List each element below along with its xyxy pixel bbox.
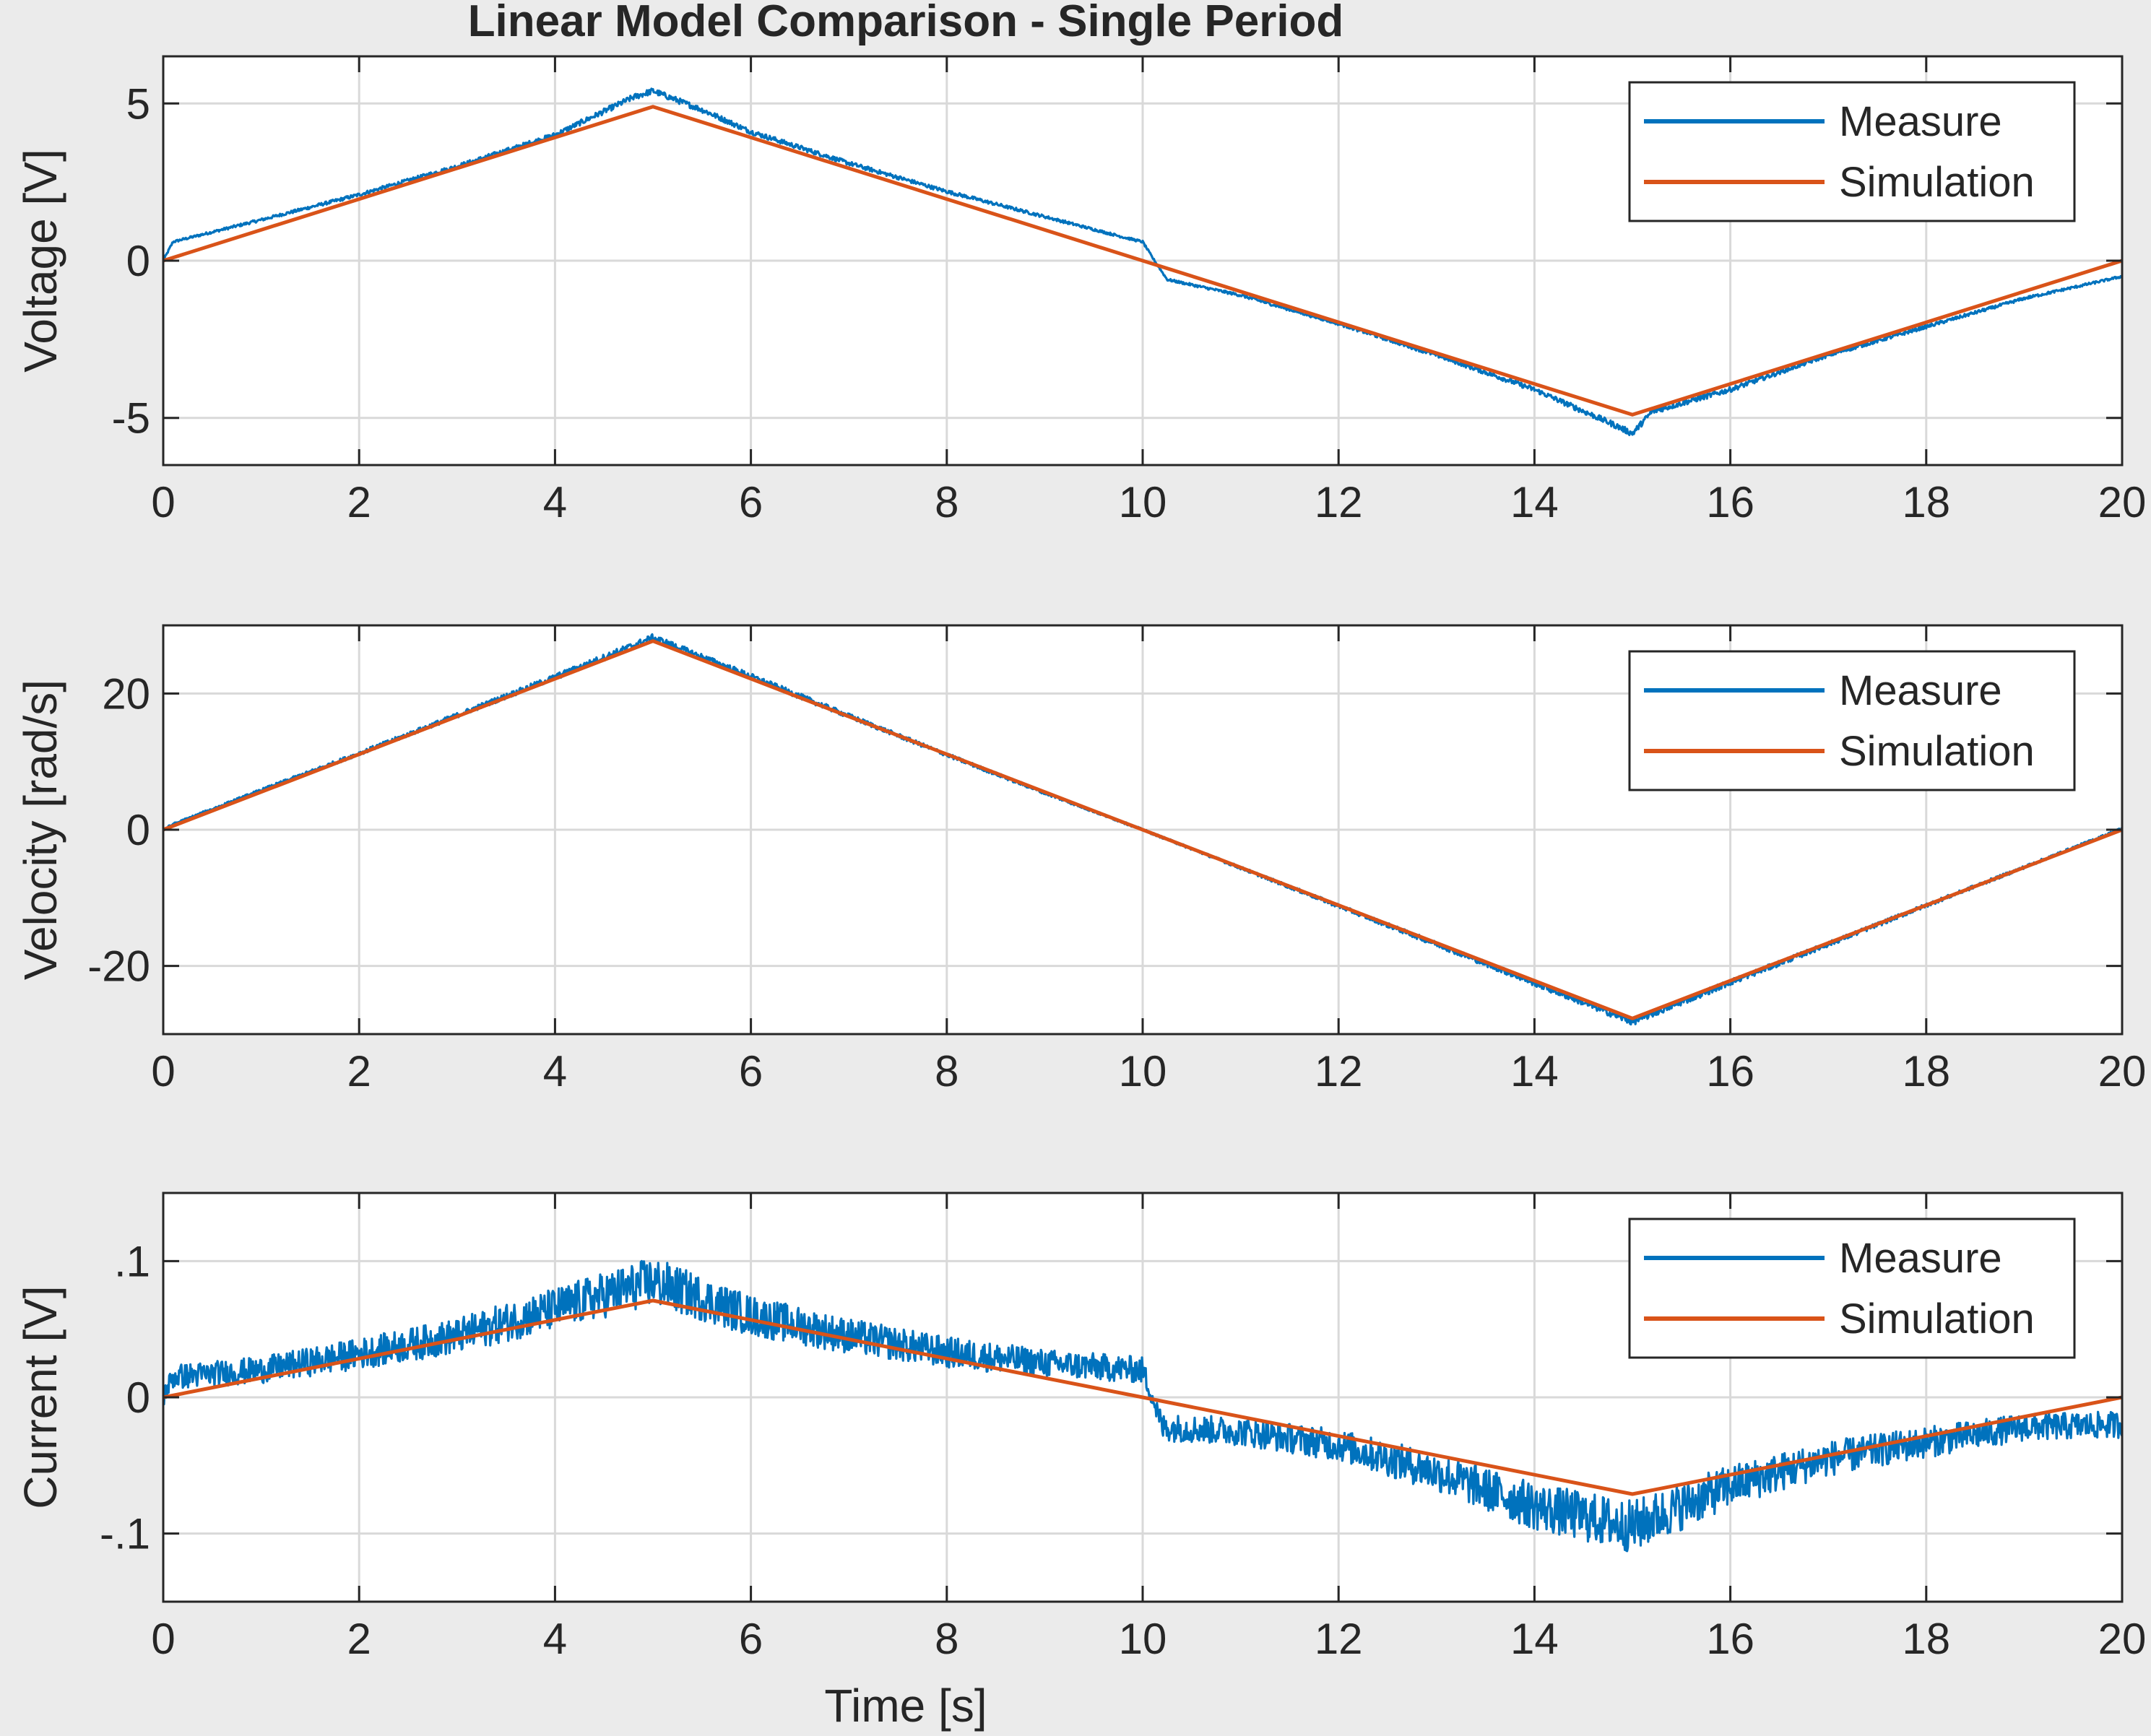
voltage-x-tick-label: 14 [1510,478,1559,526]
current-series-simulation-line [163,1298,2123,1496]
velocity-x-tick-label: 2 [347,1047,371,1095]
figure-title: Linear Model Comparison - Single Period [468,0,1344,46]
current-x-tick-label: 0 [151,1615,175,1663]
velocity-x-tick-label: 4 [543,1047,567,1095]
velocity-series-simulation-line [163,639,2123,1020]
velocity-legend-label-measure: Measure [1839,667,2002,714]
current-legend-label-measure: Measure [1839,1235,2002,1282]
velocity-x-tick-label: 18 [1902,1047,1950,1095]
velocity-x-tick-label: 14 [1510,1047,1559,1095]
velocity-x-tick-label: 6 [739,1047,763,1095]
voltage-y-axis-label: Voltage [V] [14,149,66,373]
voltage-x-tick-label: 2 [347,478,371,526]
voltage-x-tick-label: 8 [935,478,958,526]
voltage-x-tick-label: 16 [1706,478,1754,526]
current-legend-box [1628,1218,2076,1359]
voltage-legend: Measure Simulation [1628,81,2076,222]
x-axis-label: Time [s] [824,1680,987,1732]
current-y-tick-label: .1 [114,1237,150,1285]
voltage-x-tick-label: 0 [151,478,175,526]
voltage-series-measure-line [162,87,2123,436]
velocity-x-tick-label: 0 [151,1047,175,1095]
voltage-legend-label-simulation: Simulation [1839,159,2035,206]
voltage-x-tick-label: 20 [2098,478,2147,526]
voltage-x-tick-label: 10 [1119,478,1167,526]
velocity-x-tick-label: 16 [1706,1047,1754,1095]
current-y-tick-label: -.1 [100,1510,150,1558]
velocity-y-tick-label: 0 [126,806,150,854]
current-x-tick-label: 16 [1706,1615,1754,1663]
current-y-axis-label: Current [V] [14,1285,66,1509]
current-series-measure-line [162,1259,2124,1553]
current-x-tick-label: 8 [935,1615,958,1663]
voltage-legend-box [1628,81,2076,222]
current-legend-label-simulation: Simulation [1839,1296,2035,1342]
velocity-x-tick-label: 8 [935,1047,958,1095]
voltage-legend-label-measure: Measure [1839,98,2002,145]
velocity-legend: Measure Simulation [1628,650,2076,791]
voltage-y-tick-label: 0 [126,237,150,285]
current-x-tick-label: 20 [2098,1615,2147,1663]
voltage-x-tick-label: 18 [1902,478,1950,526]
voltage-y-tick-label: 5 [126,79,150,128]
velocity-subplot: 0 2 4 6 8 10 12 14 16 18 20 -20 0 20 Velocity [rad/s] M… [14,624,2147,1095]
voltage-x-tick-label: 6 [739,478,763,526]
voltage-x-tick-label: 4 [543,478,567,526]
velocity-x-tick-label: 20 [2098,1047,2147,1095]
velocity-y-tick-label: 20 [102,669,150,718]
voltage-y-tick-label: -5 [112,394,150,443]
current-subplot: 0 2 4 6 8 10 12 14 16 18 20 -.1 0 .1 Current [V] Measur… [14,1192,2147,1663]
current-x-tick-label: 6 [739,1615,763,1663]
velocity-y-axis-label: Velocity [rad/s] [14,680,66,980]
velocity-x-tick-label: 10 [1119,1047,1167,1095]
current-x-tick-label: 18 [1902,1615,1950,1663]
voltage-series-simulation-line [163,105,2123,417]
voltage-x-tick-label: 12 [1315,478,1363,526]
velocity-legend-label-simulation: Simulation [1839,728,2035,775]
current-x-tick-label: 10 [1119,1615,1167,1663]
velocity-x-tick-label: 12 [1315,1047,1363,1095]
current-legend: Measure Simulation [1628,1218,2076,1359]
current-x-tick-label: 14 [1510,1615,1559,1663]
current-x-tick-label: 2 [347,1615,371,1663]
current-x-tick-label: 4 [543,1615,567,1663]
velocity-legend-box [1628,650,2076,791]
current-y-tick-label: 0 [126,1373,150,1422]
velocity-y-tick-label: -20 [87,942,150,991]
current-x-tick-label: 12 [1315,1615,1363,1663]
